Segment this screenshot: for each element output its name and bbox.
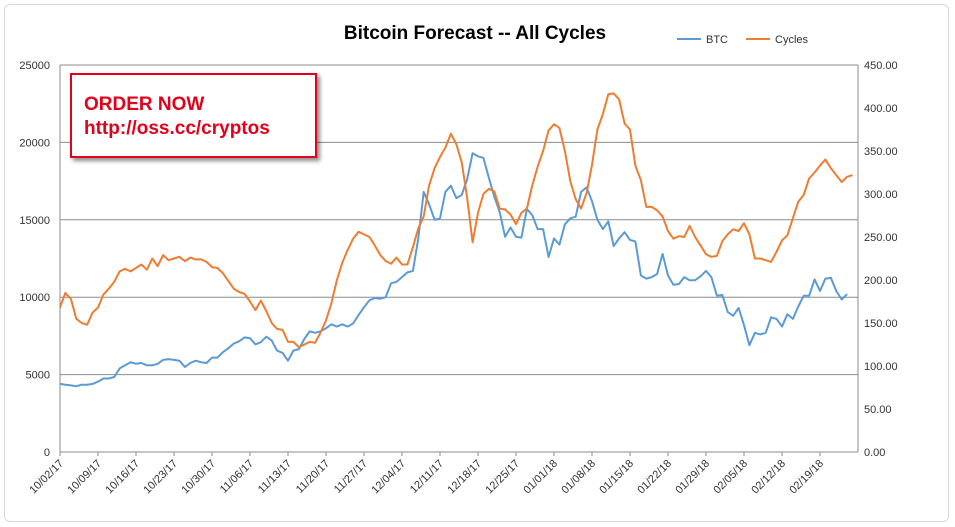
left-axis-ticks: 0 5000 10000 15000 20000 25000 — [19, 60, 50, 459]
x-tick-label: 11/20/17 — [294, 458, 332, 496]
right-tick-label: 100.00 — [864, 361, 898, 373]
x-tick-label: 01/22/18 — [635, 458, 674, 497]
series-line-cycles — [59, 92, 853, 349]
right-tick-label: 50.00 — [864, 404, 892, 416]
x-tick-label: 01/01/18 — [521, 458, 560, 497]
legend-label-btc: BTC — [706, 34, 728, 46]
x-tick-label: 01/29/18 — [673, 458, 712, 497]
right-axis-ticks: 0.00 50.00 100.00 150.00 200.00 250.00 300.00 3… — [864, 60, 898, 459]
x-tick-label: 11/13/17 — [256, 458, 294, 496]
x-tick-label: 10/02/17 — [27, 458, 66, 497]
x-tick-label: 12/25/17 — [483, 458, 522, 497]
right-tick-label: 400.00 — [864, 103, 898, 115]
right-tick-label: 300.00 — [864, 189, 898, 201]
left-tick-label: 5000 — [26, 370, 50, 382]
right-tick-label: 250.00 — [864, 232, 898, 244]
left-tick-label: 20000 — [19, 137, 50, 149]
legend: BTC Cycles — [677, 34, 809, 46]
x-tick-label: 02/12/18 — [749, 458, 788, 497]
x-tick-label: 12/04/17 — [369, 458, 408, 497]
order-promo-box: ORDER NOW http://oss.cc/cryptos — [70, 73, 317, 158]
axes — [59, 65, 859, 453]
series-line-btc — [59, 152, 848, 388]
x-tick-label: 10/23/17 — [141, 458, 180, 497]
left-tick-label: 0 — [44, 447, 50, 459]
gridlines — [60, 64, 858, 376]
right-tick-label: 0.00 — [864, 447, 885, 459]
x-tick-label: 12/11/17 — [408, 458, 446, 496]
left-tick-label: 15000 — [19, 215, 50, 227]
x-tick-label: 12/18/17 — [445, 458, 484, 497]
x-tick-label: 01/08/18 — [559, 458, 598, 497]
promo-heading: ORDER NOW — [84, 94, 205, 115]
chart-title: Bitcoin Forecast -- All Cycles — [344, 23, 606, 44]
x-tick-label: 02/19/18 — [787, 458, 826, 497]
right-tick-label: 350.00 — [864, 146, 898, 158]
left-tick-label: 25000 — [19, 60, 50, 72]
x-tick-label: 10/09/17 — [65, 458, 104, 497]
x-tick-label: 11/27/17 — [332, 458, 370, 496]
right-tick-label: 200.00 — [864, 275, 898, 287]
x-tick-label: 02/05/18 — [711, 458, 750, 497]
promo-link[interactable]: http://oss.cc/cryptos — [84, 118, 270, 139]
left-tick-label: 10000 — [19, 292, 50, 304]
right-tick-label: 150.00 — [864, 318, 898, 330]
series-layer — [59, 92, 853, 388]
right-tick-label: 450.00 — [864, 60, 898, 72]
legend-label-cycles: Cycles — [775, 34, 809, 46]
x-tick-label: 10/30/17 — [179, 458, 218, 497]
x-tick-label: 01/15/18 — [597, 458, 636, 497]
x-tick-label: 10/16/17 — [103, 458, 142, 497]
x-tick-label: 11/06/17 — [218, 458, 256, 496]
x-axis-ticks: 10/02/17 10/09/17 10/16/17 10/23/17 10/30/17… — [27, 452, 826, 496]
